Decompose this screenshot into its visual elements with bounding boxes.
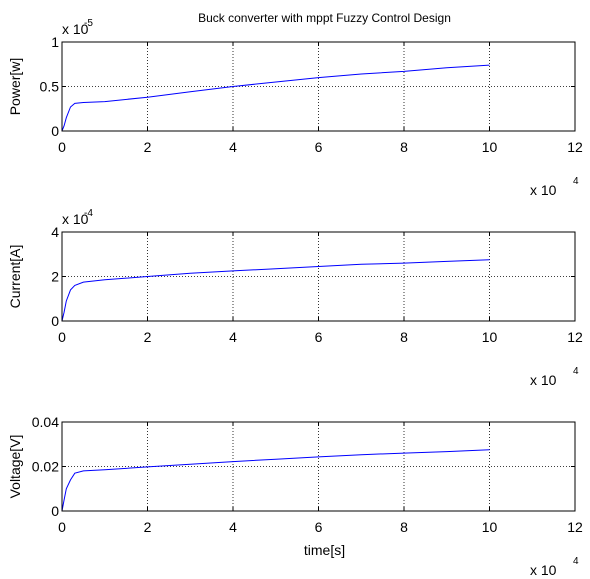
- chart-1-y-tick-label: 0.5: [40, 79, 60, 95]
- chart-3-series-line: [61, 449, 490, 512]
- chart-3-y-tick-label: 0: [51, 503, 59, 519]
- chart-3-x-scale-exponent: 4: [573, 556, 579, 567]
- chart-3-x-tick-label: 6: [315, 519, 323, 535]
- chart-2-x-tick-label: 0: [58, 329, 66, 345]
- chart-1-axes-frame: [61, 41, 576, 132]
- chart-2-x-tick-label: 8: [400, 329, 408, 345]
- chart-2-x-tick-label: 12: [567, 329, 583, 345]
- chart-2-y-scale-label: x 10: [62, 211, 89, 227]
- chart-3-x-tick-label: 8: [400, 519, 408, 535]
- chart-1-plot-area: [62, 42, 575, 131]
- chart-1-x-scale-exponent: 4: [573, 176, 579, 187]
- chart-1-x-tick-label: 12: [567, 139, 583, 155]
- chart-2-y-tick-label: 4: [51, 224, 59, 240]
- chart-1-x-tick-label: 0: [58, 139, 66, 155]
- chart-3-x-scale-label: x 10: [530, 562, 557, 578]
- chart-3-x-tick-label: 4: [229, 519, 237, 535]
- chart-3-y-tick-label: 0.04: [32, 414, 59, 430]
- chart-2-y-scale-exponent: -4: [84, 208, 93, 219]
- chart-2-series-line: [61, 259, 490, 322]
- chart-1-y-scale-exponent: -5: [84, 18, 93, 29]
- chart-3-axes-frame: [61, 421, 576, 512]
- chart-1-x-tick-label: 8: [400, 139, 408, 155]
- chart-3-x-tick-label: 12: [567, 519, 583, 535]
- chart-2-x-scale-exponent: 4: [573, 366, 579, 377]
- chart-2-x-scale-label: x 10: [530, 372, 557, 388]
- chart-3-y-tick-label: 0.02: [32, 459, 59, 475]
- chart-1-x-tick-label: 4: [229, 139, 237, 155]
- chart-1-x-tick-label: 10: [482, 139, 498, 155]
- chart-2-axes-frame: [61, 231, 576, 322]
- chart-3-x-tick-label: 2: [144, 519, 152, 535]
- chart-2-x-tick-label: 10: [482, 329, 498, 345]
- chart-1-y-tick-label: 0: [51, 123, 59, 139]
- chart-3-x-tick-label: 0: [58, 519, 66, 535]
- chart-2-y-axis-label: Current[A]: [7, 245, 23, 309]
- chart-1-series-line: [61, 64, 490, 132]
- chart-2-x-tick-label: 4: [229, 329, 237, 345]
- chart-1-y-scale-label: x 10: [62, 21, 89, 37]
- chart-2-x-tick-label: 6: [315, 329, 323, 345]
- chart-1-x-tick-label: 2: [144, 139, 152, 155]
- chart-2-y-tick-label: 2: [51, 269, 59, 285]
- chart-2-y-tick-label: 0: [51, 313, 59, 329]
- chart-3-x-axis-label: time[s]: [304, 542, 345, 558]
- chart-3-y-axis-label: Voltage[V]: [7, 435, 23, 499]
- chart-3-x-tick-label: 10: [482, 519, 498, 535]
- chart-2-x-tick-label: 2: [144, 329, 152, 345]
- chart-1-y-tick-label: 1: [51, 34, 59, 50]
- chart-1-title: Buck converter with mppt Fuzzy Control D…: [198, 11, 451, 25]
- chart-1-x-scale-label: x 10: [530, 182, 557, 198]
- chart-1-x-tick-label: 6: [315, 139, 323, 155]
- chart-1-y-axis-label: Power[w]: [7, 58, 23, 116]
